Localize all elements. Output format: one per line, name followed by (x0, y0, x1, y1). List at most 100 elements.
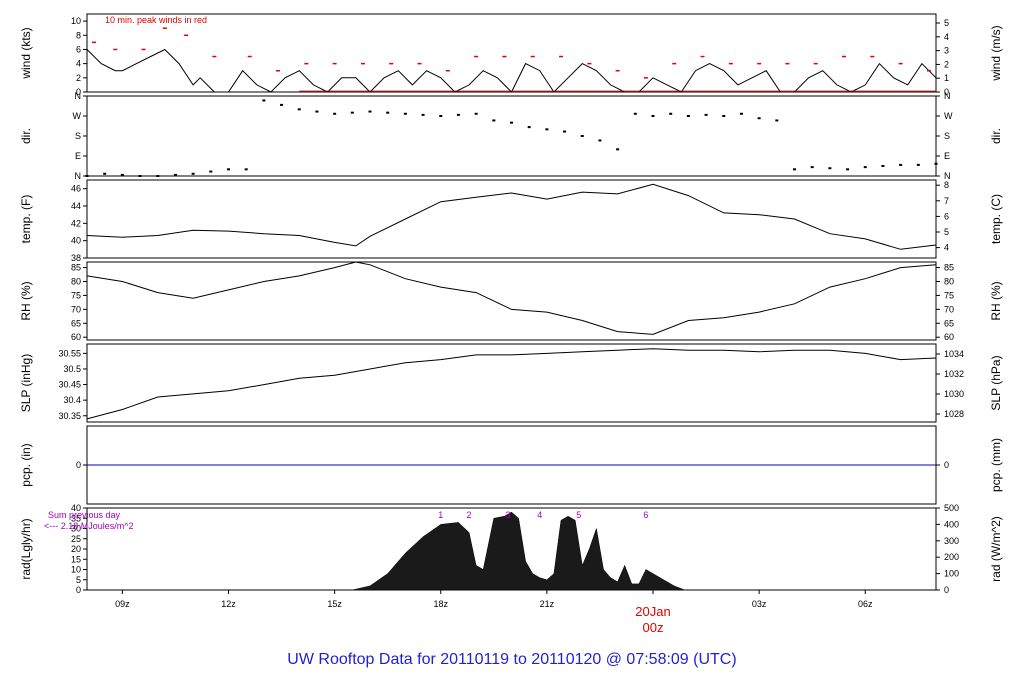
slp-ylabel-left: SLP (inHg) (19, 354, 33, 412)
panel-rh: 60 65 70 75 80 85 60 65 70 75 80 85 RH (%) RH (%) (19, 261, 1003, 342)
rh-ytick-label-right: 80 (944, 277, 954, 287)
dir-point (492, 119, 496, 122)
temp-frame (86, 179, 937, 259)
rh-frame (86, 261, 937, 341)
dir-point (793, 168, 796, 171)
wind-annotation: 10 min. peak winds in red (105, 15, 207, 25)
dir-point (386, 111, 390, 114)
dir-point (120, 173, 124, 176)
wind-ytick-label-right: 1 (944, 73, 949, 83)
x-tick-label: 18z (433, 599, 448, 609)
dir-point (722, 115, 726, 117)
dir-point (598, 139, 602, 142)
rad-top-mark: 3 (505, 510, 510, 520)
slp-ytick-label-right: 1028 (944, 409, 964, 419)
dir-point (103, 172, 107, 175)
rh-ytick-label-right: 70 (944, 304, 954, 314)
wind-ytick-label-left: 4 (76, 59, 81, 69)
temp-ytick-label-right: 5 (944, 227, 949, 237)
rad-ylabel-right: rad (W/m^2) (989, 516, 1003, 582)
dir-ytick-label-right: W (944, 111, 953, 121)
wind-ytick-label-right: 3 (944, 46, 949, 56)
dir-ytick-label-right: S (944, 131, 950, 141)
dir-point (280, 103, 284, 106)
dir-ylabel-right: dir. (989, 128, 1003, 144)
rad-ytick-label-right: 0 (944, 585, 949, 595)
rad-top-mark: 5 (576, 510, 581, 520)
rad-top-mark: 4 (537, 510, 542, 520)
rh-ytick-label-right: 75 (944, 290, 954, 300)
rad-top-mark: 2 (467, 510, 472, 520)
rad-annotation-line1: Sum previous day (48, 510, 121, 520)
wind-ylabel-right: wind (m/s) (989, 25, 1003, 81)
dir-ytick-label-right: N (944, 171, 951, 181)
dir-point (368, 110, 372, 113)
dir-ytick-label-left: N (75, 91, 82, 101)
temp-ytick-label-right: 4 (944, 243, 949, 253)
wind-ytick-label-right: 5 (944, 18, 949, 28)
wind-ytick-label-left: 0 (76, 87, 81, 97)
dir-point (474, 112, 478, 115)
dir-ytick-label-left: N (75, 171, 82, 181)
wind-ytick-label-right: 0 (944, 87, 949, 97)
wind-ytick-label-left: 2 (76, 73, 81, 83)
slp-ytick-label-left: 30.5 (63, 364, 81, 374)
dir-point (757, 117, 761, 120)
dir-ytick-label-right: E (944, 151, 950, 161)
dir-point (651, 115, 655, 117)
panel-rad: 05101520253035400100200300400500rad(Lgly… (19, 503, 1003, 595)
dir-frame (86, 95, 937, 177)
rh-ytick-label-left: 65 (71, 318, 81, 328)
rad-ytick-label-right: 200 (944, 552, 959, 562)
rh-ylabel-left: RH (%) (19, 281, 33, 320)
dir-point (439, 115, 443, 117)
dir-point (421, 113, 425, 116)
slp-ytick-label-right: 1030 (944, 389, 964, 399)
rh-ytick-label-right: 85 (944, 263, 954, 273)
dir-point (315, 110, 319, 113)
wind-ytick-label-left: 8 (76, 30, 81, 40)
dir-point (899, 163, 903, 166)
rh-ytick-label-left: 85 (71, 263, 81, 273)
slp-ylabel-right: SLP (hPa) (989, 355, 1003, 410)
rad-ytick-label-right: 100 (944, 569, 959, 579)
dir-point (173, 173, 177, 176)
dir-point (209, 170, 213, 173)
rad-top-mark: 6 (643, 510, 648, 520)
temp-ytick-label-right: 8 (944, 180, 949, 190)
dir-point (191, 172, 195, 175)
slp-ytick-label-right: 1034 (944, 349, 964, 359)
dir-point (262, 99, 266, 102)
slp-frame (86, 343, 937, 423)
temp-ytick-label-right: 6 (944, 211, 949, 221)
rad-top-mark: 1 (438, 510, 443, 520)
dir-point (810, 166, 814, 169)
rad-ytick-label-left: 0 (76, 585, 81, 595)
dir-ytick-label-right: N (944, 91, 951, 101)
x-tick-label: 06z (858, 599, 873, 609)
x-date-hour-label: 00z (643, 620, 664, 635)
rad-area (352, 511, 707, 591)
rad-ytick-label-right: 400 (944, 519, 959, 529)
panel-wind: 0 2 4 6 8 10 0 1 2 3 4 5 wind (kts) wind (m/s) 10 min.… (19, 13, 1003, 97)
panel-slp: 30.35 30.4 30.45 30.5 30.55 1028 1030 1032 1034 S… (19, 343, 1003, 423)
dir-point (156, 175, 160, 177)
wind-series-line (86, 48, 937, 93)
rh-ytick-label-right: 65 (944, 318, 954, 328)
temp-series-line (86, 183, 937, 250)
dir-point (616, 148, 620, 151)
slp-ytick-label-left: 30.4 (63, 395, 81, 405)
panel-pcp: 0 0 pcp. (in) pcp. (mm) (19, 425, 1003, 505)
x-tick-label: 12z (221, 599, 236, 609)
dir-point (333, 112, 337, 115)
pcp-ylabel-right: pcp. (mm) (989, 438, 1003, 492)
temp-ylabel-right: temp. (C) (989, 194, 1003, 244)
rad-ytick-label-left: 5 (76, 575, 81, 585)
pcp-ylabel-left: pcp. (in) (19, 443, 33, 486)
dir-point (934, 162, 938, 165)
dir-point (863, 166, 867, 169)
dir-point (350, 111, 354, 114)
rh-ytick-label-left: 75 (71, 290, 81, 300)
